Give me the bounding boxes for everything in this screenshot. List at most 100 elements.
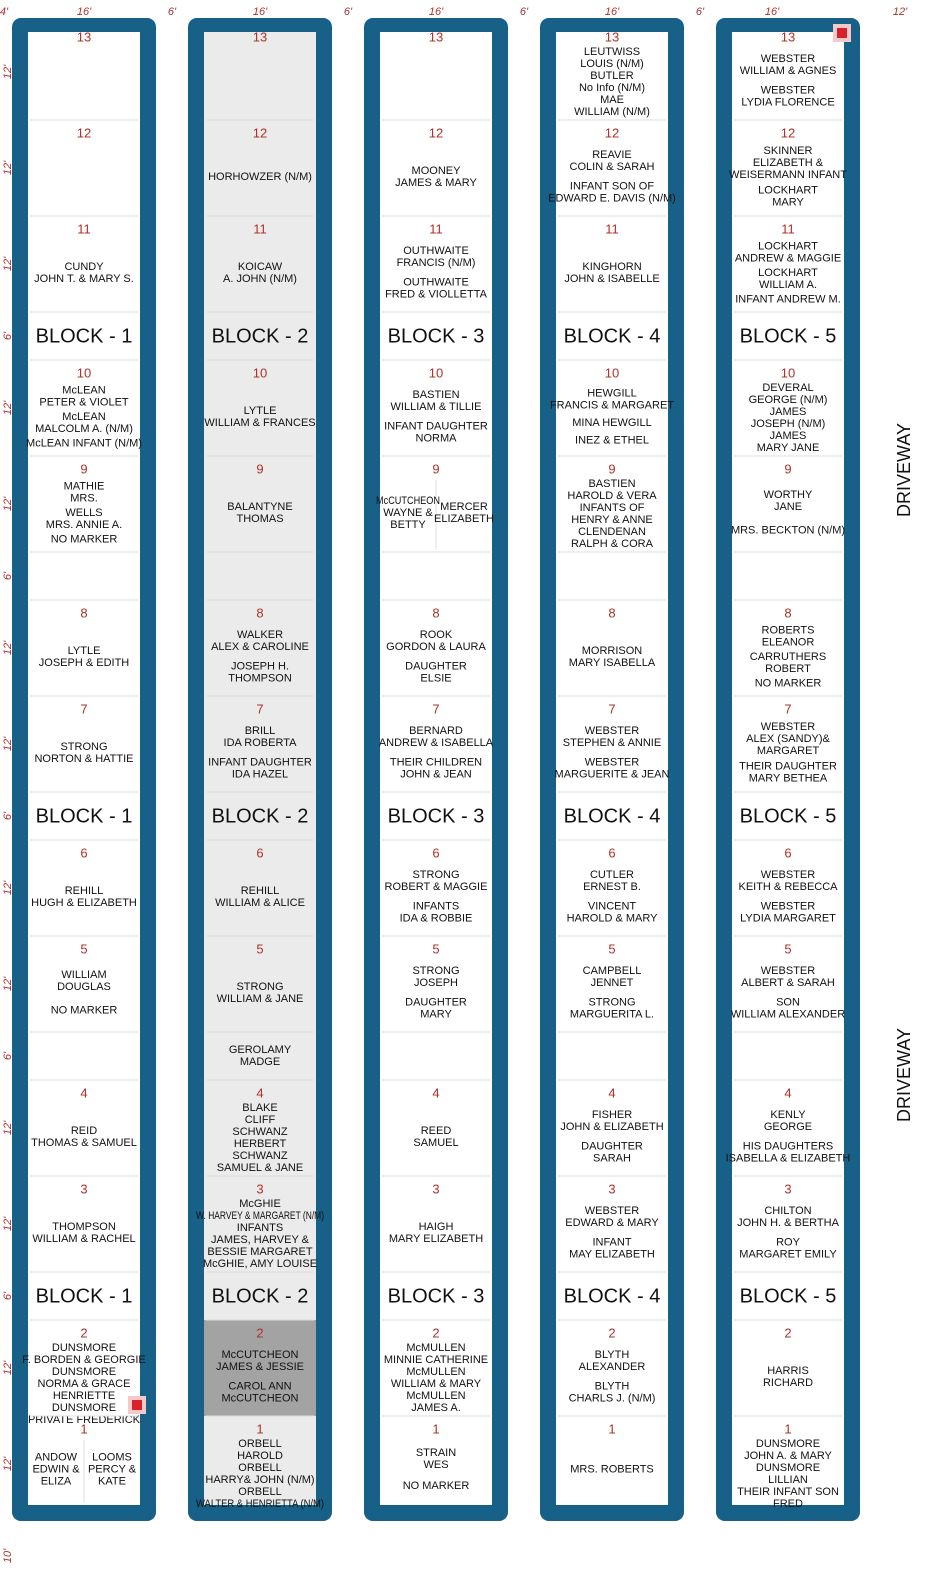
plot-number: 6 [432,845,439,860]
plot-name: MARGUERITE & JEAN [555,769,670,781]
plot-name: GEROLAMY [229,1044,292,1056]
plot-name: GEORGE (N/M) [749,394,828,406]
plot-name: WEBSTER [761,85,815,97]
plot-name: CAMPBELL [583,965,642,977]
plot-name: NO MARKER [51,533,118,545]
plot-name: JOHN A. & MARY [744,1450,832,1462]
plot-number: 7 [256,701,263,716]
plot-name: LOCKHART [758,267,818,279]
plot-number: 11 [429,221,443,236]
plot-name: WILLIAM & TILLIE [391,401,482,413]
scale-label: 12' [2,1216,14,1231]
plot-name: EDWARD E. DAVIS (N/M) [548,193,676,205]
plot-name: ELSIE [420,673,451,685]
plot-name: MAE [600,94,624,106]
plot-number: 13 [605,29,619,44]
plot-number: 7 [80,701,87,716]
plot-name: HENRY & ANNE [571,514,653,526]
plot-name: BLYTH [595,1381,630,1393]
plot-number: 5 [256,941,263,956]
plot-name: DUNSMORE [756,1462,820,1474]
plot-number: 1 [432,1421,439,1436]
plot-name: RALPH & CORA [571,538,654,550]
plot-name: SCHWANZ [232,1150,287,1162]
scale-label: 12' [2,880,14,895]
column-inner [732,32,844,1505]
plot-name: HAROLD & MARY [567,913,659,925]
plot-name: JAMES & MARY [395,177,477,189]
plot-name: ELIZABETH & [753,157,824,169]
plot-number: 1 [784,1421,791,1436]
plot-name: STRONG [588,997,635,1009]
plot-number: 12 [605,125,619,140]
plot-name: STRONG [60,741,107,753]
plot-name: THEIR INFANT SON [737,1486,839,1498]
plot-name: ANDOW [35,1451,78,1463]
plot-number: 3 [80,1181,87,1196]
marker-icon [837,28,847,38]
plot-name: MRS. ROBERTS [570,1463,654,1475]
plot-name: JAMES [770,430,807,442]
plot-name: WILLIAM & AGNES [740,65,837,77]
plot-name: WEBSTER [585,757,639,769]
driveway-label: DRIVEWAY [894,1028,914,1122]
plot-name: MARY ISABELLA [569,657,656,669]
scale-label: 12' [2,736,14,751]
plot-name: MALCOLM A. (N/M) [35,423,133,435]
plot-name: WILLIAM ALEXANDER [731,1009,845,1021]
plot-name: ORBELL [238,1462,281,1474]
plot-name: MARY [772,197,804,209]
plot-name: INFANT ANDREW M. [735,293,841,305]
plot-name: SAMUEL [413,1137,458,1149]
plot-name: STRONG [412,965,459,977]
plot-name: JOSEPH & EDITH [39,657,130,669]
plot-name: ELIZA [41,1475,72,1487]
plot-name: ROBERT [765,663,811,675]
plot-name: LOUIS (N/M) [580,58,644,70]
plot-name: LYDIA FLORENCE [741,97,834,109]
plot-name: WILLIAM (N/M) [574,106,650,118]
block-label: BLOCK - 4 [564,805,661,827]
plot-name: WEBSTER [761,901,815,913]
block-label: BLOCK - 2 [212,805,309,827]
plot-number: 10 [253,365,267,380]
plot-name: McGHIE [239,1198,281,1210]
plot-name: NO MARKER [755,677,822,689]
plot-name: MERCER [440,501,488,513]
plot-name: MARGARET EMILY [739,1249,837,1261]
plot-number: 2 [80,1325,87,1340]
plot-number: 9 [432,461,439,476]
plot-number: 2 [432,1325,439,1340]
plot-name: MRS. [70,492,98,504]
plot-name: HEWGILL [587,387,637,399]
block-label: BLOCK - 5 [740,1285,837,1307]
plot-name: FISHER [592,1109,632,1121]
plot-number: 9 [784,461,791,476]
plot-name: ALEXANDER [579,1361,646,1373]
scale-label: 16' [429,6,444,18]
plot-name: LOCKHART [758,185,818,197]
column-inner [556,32,668,1505]
block-label: BLOCK - 4 [564,325,661,347]
plot-name: NORMA [416,433,458,445]
plot-number: 13 [781,29,795,44]
plot-name: INFANT DAUGHTER [384,421,488,433]
plot-name: LILLIAN [768,1474,808,1486]
scale-label: 12' [2,640,14,655]
plot-number: 11 [605,221,619,236]
plot-name: DUNSMORE [52,1402,116,1414]
plot-name: PETER & VIOLET [39,396,129,408]
plot-name: WEBSTER [761,869,815,881]
plot-name: WILLIAM & ALICE [215,897,305,909]
plot-name: CHILTON [764,1205,811,1217]
plot-name: CLIFF [245,1114,276,1126]
plot-name: ERNEST B. [583,881,641,893]
plot-name: HIS DAUGHTERS [743,1141,833,1153]
plot-name: LOCKHART [758,240,818,252]
scale-label: 6' [344,6,353,18]
